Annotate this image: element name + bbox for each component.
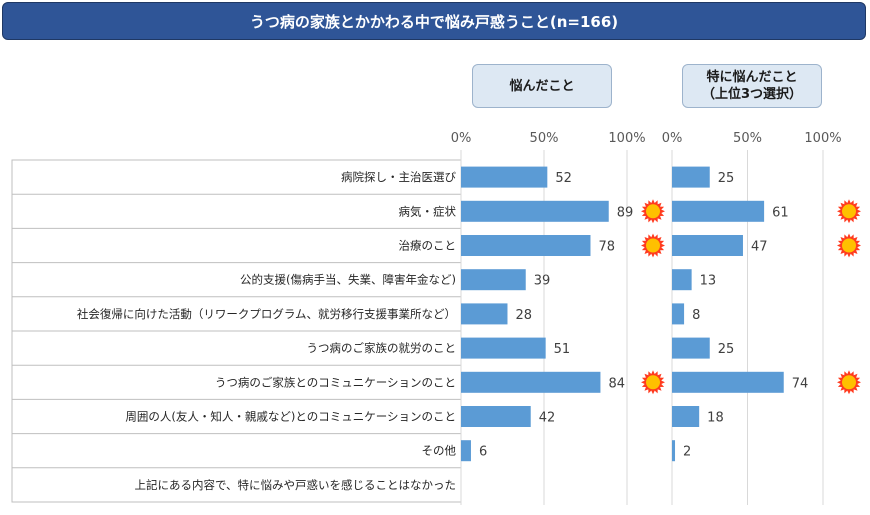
highlight-burst-icon [641, 233, 665, 258]
x-tick-label: 100% [804, 131, 841, 146]
bar [672, 440, 676, 462]
highlight-burst-icon [837, 370, 861, 395]
data-label: 18 [707, 411, 724, 426]
category-label: 周囲の人(友人・知人・親戚など)とのコミュニケーションのこと [125, 410, 456, 424]
data-label: 47 [751, 240, 768, 255]
x-tick-label: 50% [733, 131, 762, 146]
bar [461, 406, 531, 427]
data-label: 39 [534, 274, 551, 289]
bar [672, 406, 700, 427]
data-label: 28 [515, 308, 532, 323]
bar [461, 200, 609, 222]
panel-header-top-concerns-line1: 特に悩んだこと [706, 70, 798, 85]
bar [461, 166, 548, 188]
bar [461, 371, 601, 393]
bar [461, 337, 546, 359]
category-label: その他 [422, 444, 457, 458]
x-tick-label: 0% [451, 131, 472, 146]
data-label: 51 [554, 342, 571, 357]
data-label: 13 [700, 274, 717, 289]
data-label: 25 [718, 171, 735, 186]
category-label: 上記にある内容で、特に悩みや戸惑いを感じることはなかった [134, 478, 456, 492]
category-label: うつ病のご家族とのコミュニケーションのこと [215, 375, 456, 389]
data-label: 8 [692, 308, 700, 323]
highlight-burst-icon [837, 199, 861, 224]
data-label: 74 [792, 376, 809, 391]
x-tick-label: 100% [608, 131, 645, 146]
data-label: 89 [617, 205, 634, 220]
panel-header-top-concerns: 特に悩んだこと （上位3つ選択） [682, 64, 822, 108]
category-label: 病気・症状 [399, 204, 457, 218]
panel-header-top-concerns-line2: （上位3つ選択） [701, 87, 803, 102]
category-label: うつ病のご家族の就労のこと [307, 341, 457, 355]
data-label: 42 [539, 411, 556, 426]
bar [672, 166, 710, 188]
bar [672, 371, 784, 393]
panel-header-all-concerns-text: 悩んだこと [509, 78, 575, 94]
highlight-burst-icon [641, 199, 665, 224]
bar [672, 303, 685, 325]
bar [461, 440, 471, 462]
data-label: 52 [555, 171, 572, 186]
data-label: 61 [772, 205, 789, 220]
bar [461, 235, 591, 256]
chart-title: うつ病の家族とかかわる中で悩み戸惑うこと(n=166) [2, 2, 866, 40]
bar [672, 269, 692, 291]
category-label: 社会復帰に向けた活動（リワークプログラム、就労移行支援事業所など） [77, 307, 456, 321]
bar [672, 337, 710, 359]
highlight-burst-icon [641, 370, 665, 395]
data-label: 2 [683, 445, 691, 460]
highlight-burst-icon [837, 233, 861, 258]
data-label: 25 [718, 342, 735, 357]
data-label: 78 [598, 240, 615, 255]
bar [461, 303, 508, 325]
bar [672, 200, 765, 222]
category-label: 公的支援(傷病手当、失業、障害年金など) [240, 273, 456, 287]
x-tick-label: 0% [662, 131, 683, 146]
panel-header-all-concerns: 悩んだこと [472, 64, 612, 108]
data-label: 84 [608, 376, 625, 391]
category-label: 治療のこと [399, 239, 457, 253]
category-label: 病院探し・主治医選び [341, 170, 456, 184]
x-tick-label: 50% [530, 131, 559, 146]
bar [672, 235, 743, 256]
bar [461, 269, 526, 291]
data-label: 6 [479, 445, 487, 460]
